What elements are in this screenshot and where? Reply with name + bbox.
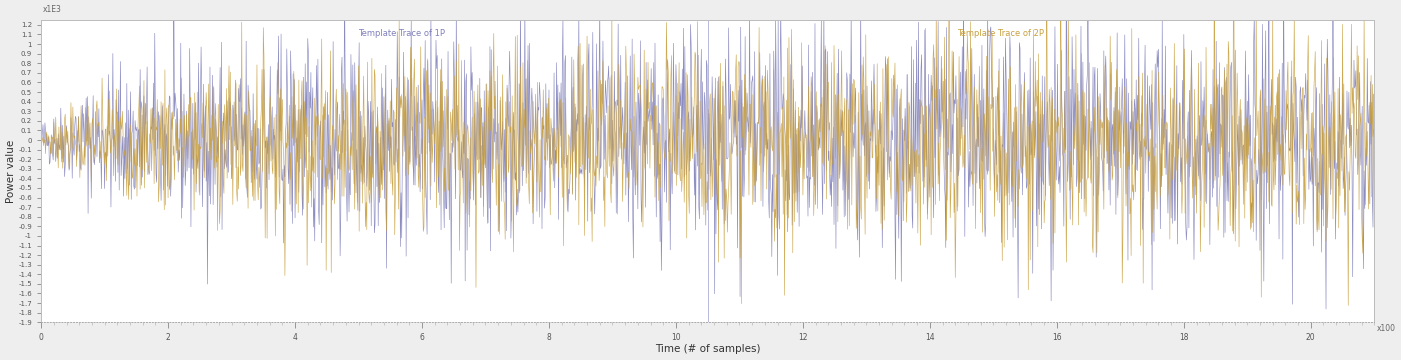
Text: Template Trace of 2P: Template Trace of 2P [957, 29, 1045, 38]
X-axis label: Time (# of samples): Time (# of samples) [654, 345, 761, 355]
Y-axis label: Power value: Power value [6, 140, 15, 203]
Text: x100: x100 [1377, 324, 1395, 333]
Text: x1E3: x1E3 [42, 5, 62, 14]
Text: Template Trace of 1P: Template Trace of 1P [357, 29, 444, 38]
